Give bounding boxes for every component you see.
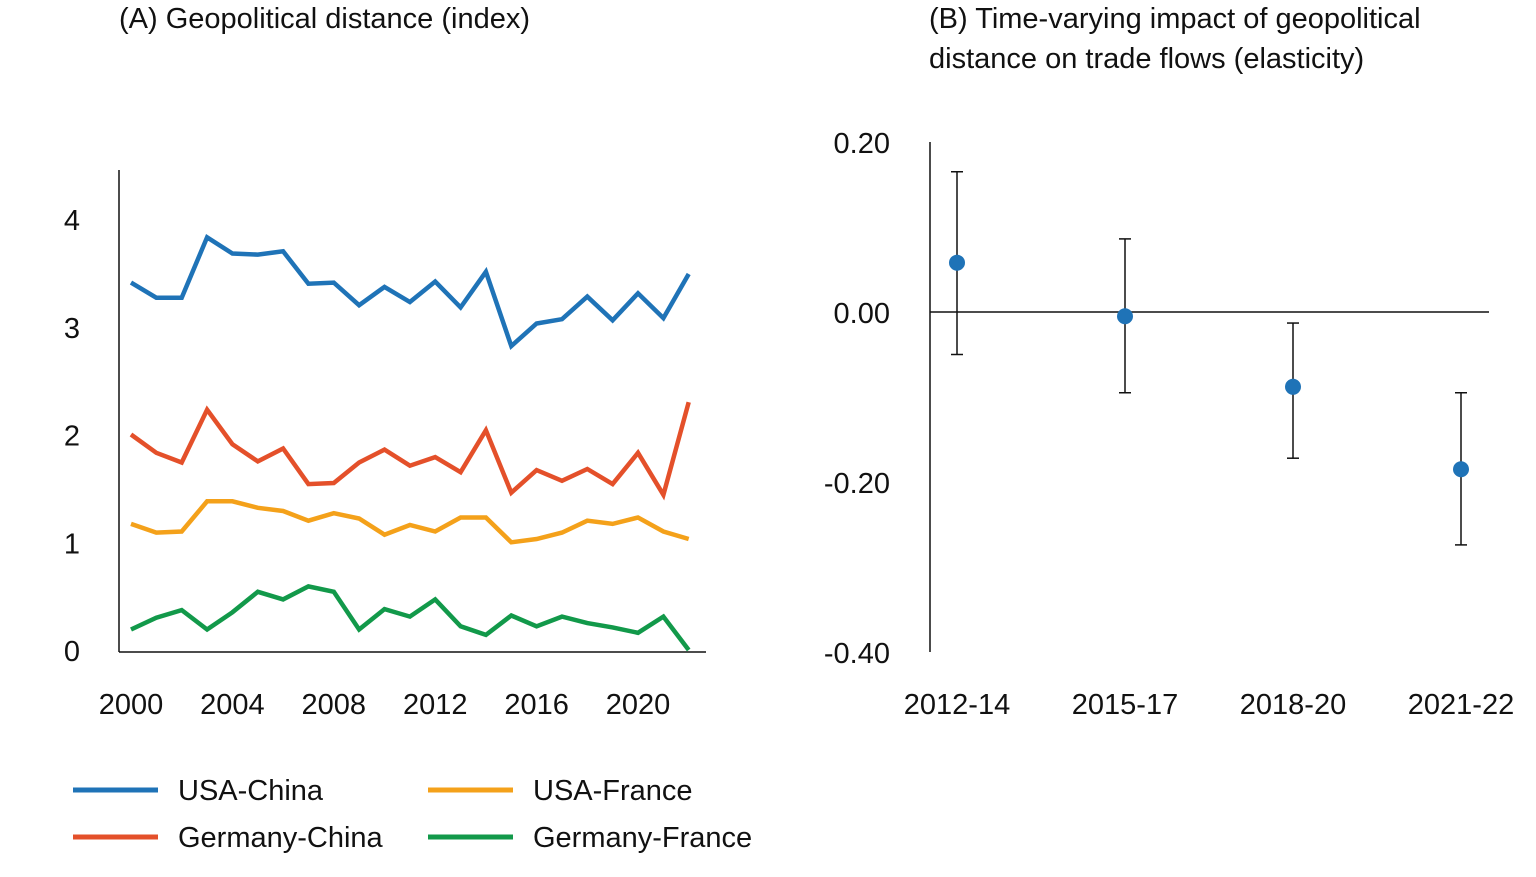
panel-b-title-line-2: distance on trade flows (elasticity) [929,43,1364,75]
panel-a: (A) Geopolitical distance (index) 0 1 2 3 4 2… [64,3,752,854]
x-tick-label: 2015-17 [1072,689,1178,721]
legend: USA-China USA-France Germany-China Germany-… [73,775,752,854]
legend-label: Germany-France [533,822,752,854]
y-tick-label: 1 [64,528,80,560]
y-tick-label: -0.20 [824,468,890,500]
x-tick-label: 2004 [200,689,265,721]
data-point [1453,461,1469,478]
y-tick-label: 0.20 [834,128,890,160]
panel-b-title-line-1: (B) Time-varying impact of geopolitical [929,3,1421,35]
y-tick-label: 0 [64,636,80,668]
x-tick-label: 2018-20 [1240,689,1346,721]
y-tick-label: 0.00 [834,298,890,330]
x-tick-label: 2020 [606,689,671,721]
series-line-usa-france [130,499,690,545]
data-point [1285,378,1301,395]
x-tick-label: 2008 [302,689,367,721]
series-line-usa-china [129,233,691,351]
y-tick-label: 4 [64,205,80,237]
y-tick-label: -0.40 [824,638,890,670]
data-point [1117,308,1133,325]
y-tick-label: 3 [64,313,80,345]
panel-b: (B) Time-varying impact of geopolitical … [824,3,1514,721]
series-line-germany-china [129,401,691,501]
x-tick-label: 2021-22 [1408,689,1514,721]
legend-label: Germany-China [178,822,384,854]
legend-label: USA-China [178,775,324,807]
x-tick-label: 2000 [99,689,164,721]
data-point [949,254,965,271]
x-tick-label: 2016 [504,689,569,721]
x-tick-label: 2012-14 [904,689,1010,721]
panel-a-title: (A) Geopolitical distance (index) [119,3,530,35]
legend-label: USA-France [533,775,693,807]
x-tick-label: 2012 [403,689,468,721]
series-line-germany-france [130,584,691,652]
y-tick-label: 2 [64,421,80,453]
